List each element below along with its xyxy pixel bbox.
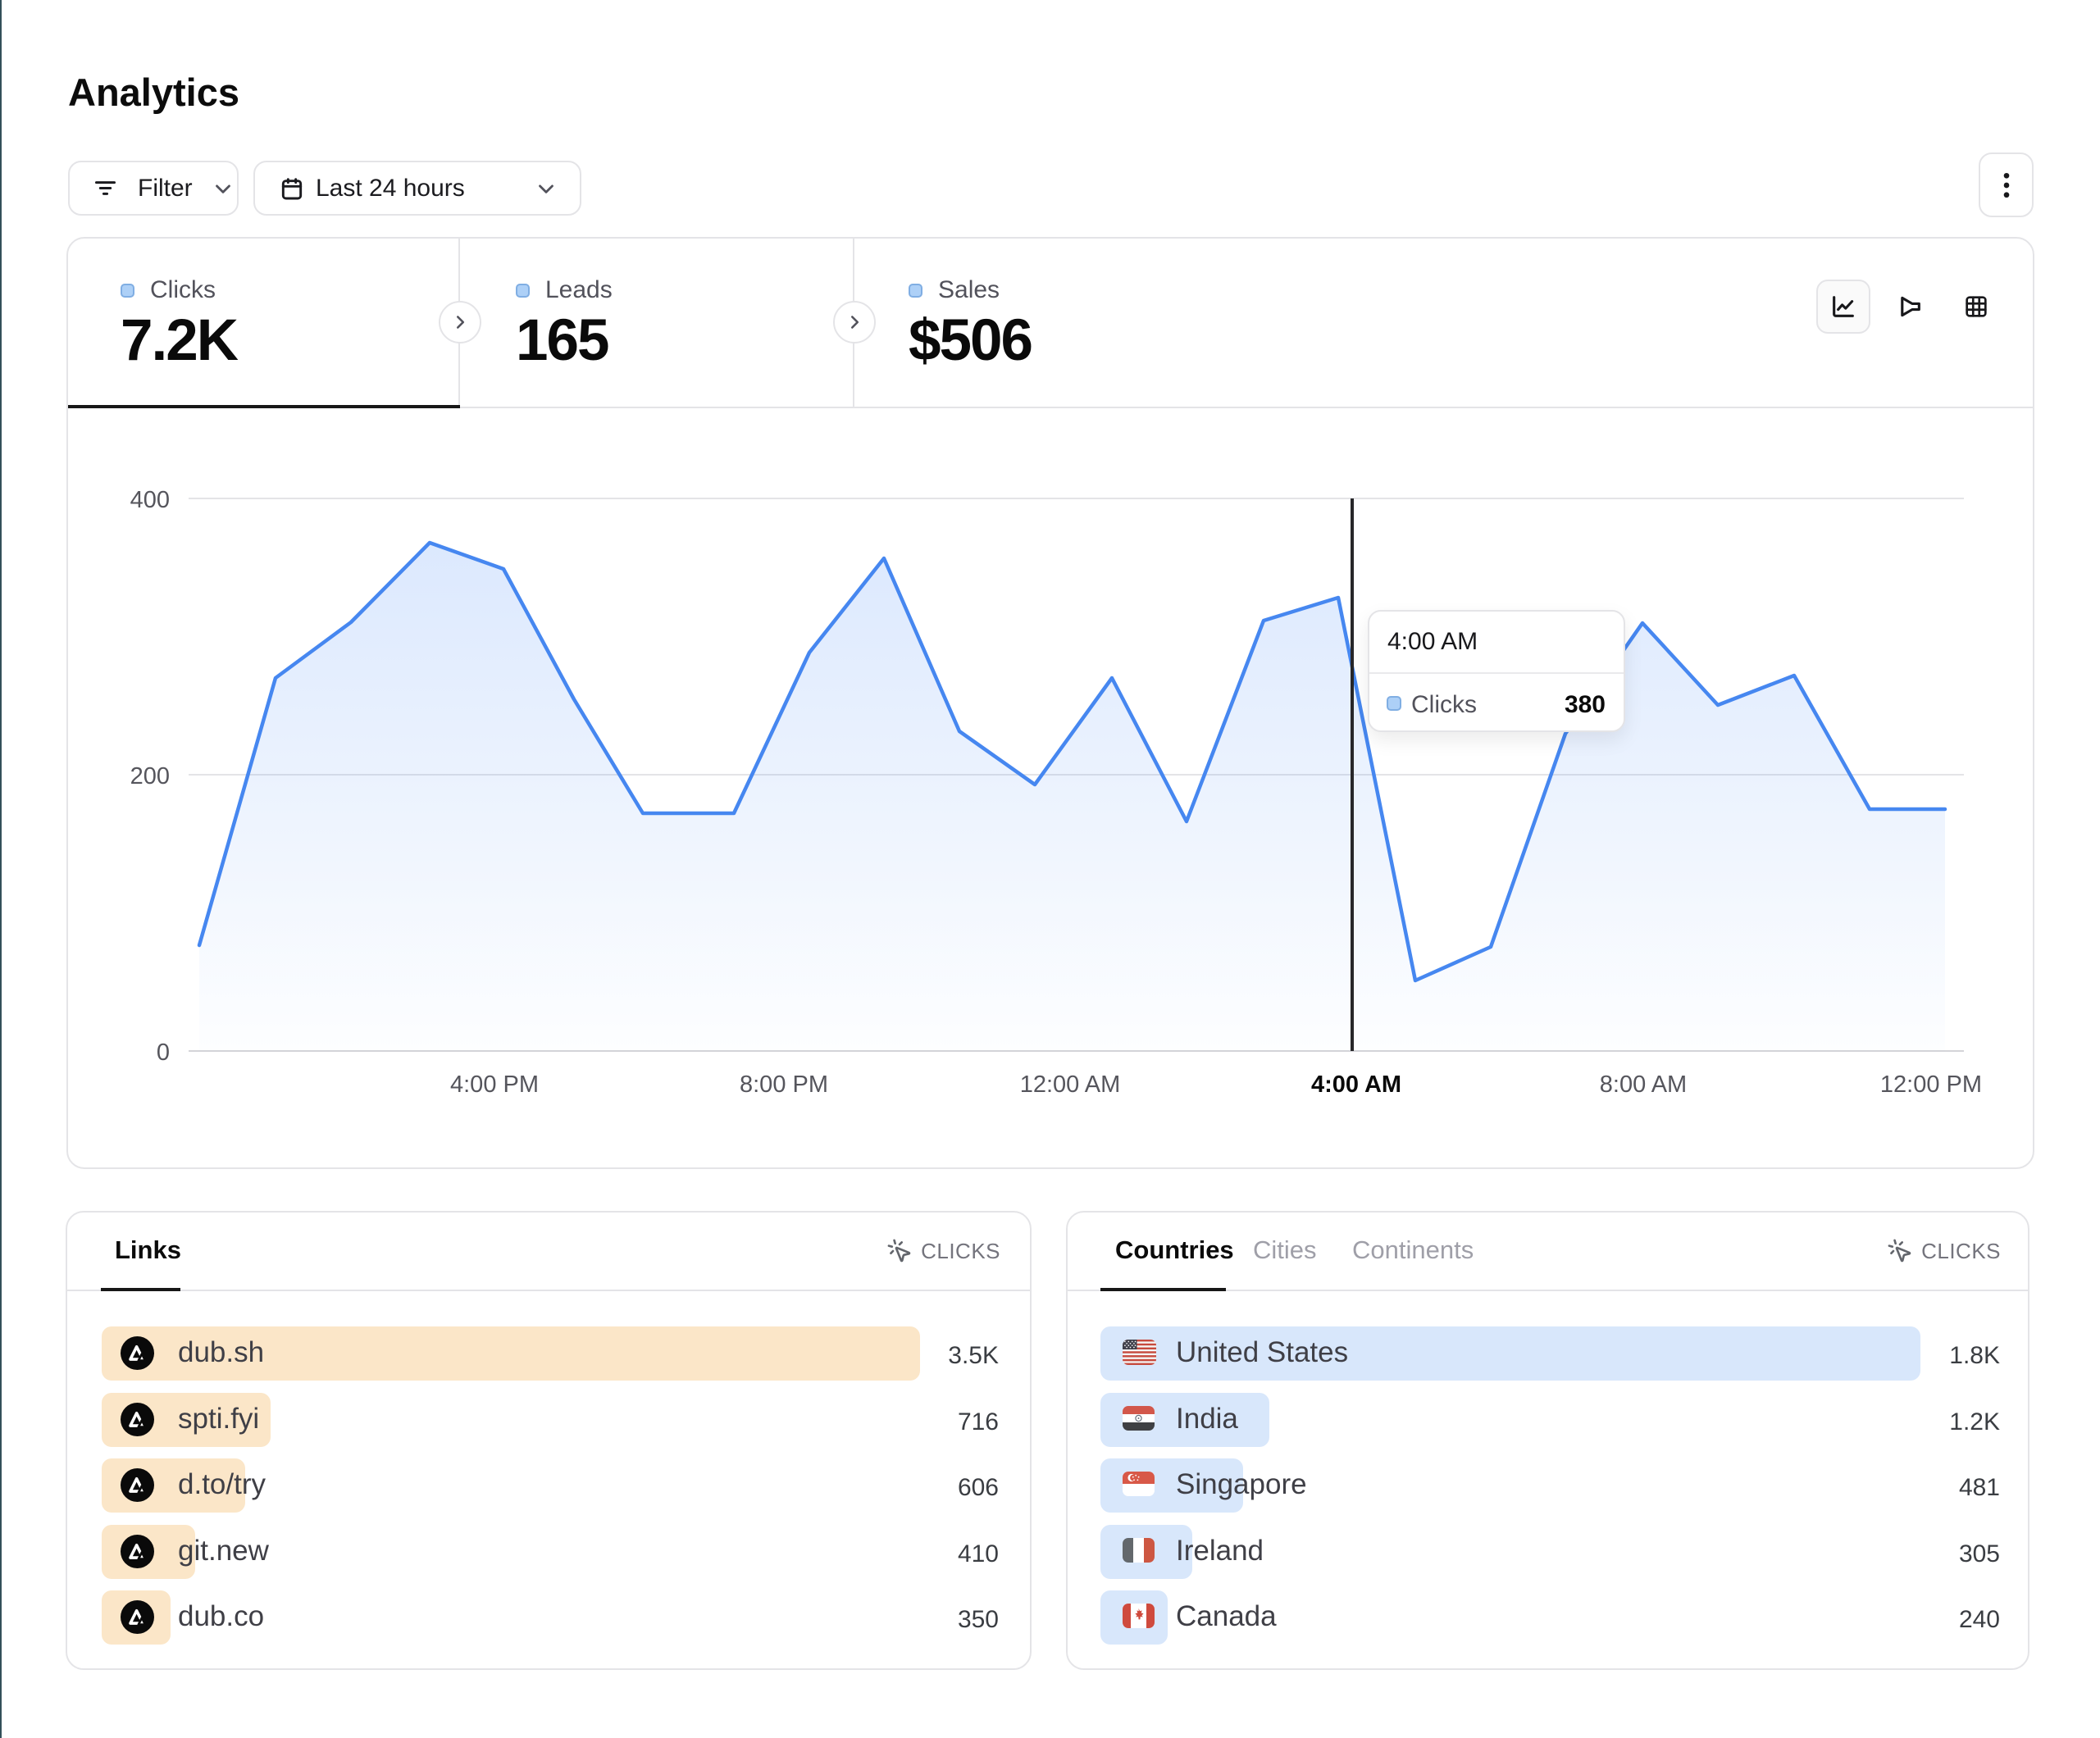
svg-text:12:00 AM: 12:00 AM — [1020, 1071, 1121, 1098]
svg-text:4:00 PM: 4:00 PM — [450, 1071, 539, 1098]
svg-text:0: 0 — [157, 1040, 170, 1066]
svg-text:400: 400 — [130, 487, 170, 513]
svg-text:8:00 PM: 8:00 PM — [740, 1071, 828, 1098]
svg-text:200: 200 — [130, 763, 170, 789]
svg-text:12:00 PM: 12:00 PM — [1880, 1071, 1982, 1098]
svg-text:4:00 AM: 4:00 AM — [1311, 1071, 1401, 1098]
svg-text:8:00 AM: 8:00 AM — [1600, 1071, 1687, 1098]
